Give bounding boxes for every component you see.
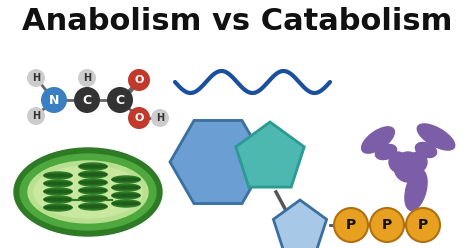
- Ellipse shape: [112, 194, 140, 197]
- Circle shape: [151, 109, 169, 127]
- Ellipse shape: [389, 152, 407, 172]
- Ellipse shape: [79, 195, 107, 202]
- Ellipse shape: [112, 192, 140, 199]
- Ellipse shape: [44, 204, 72, 211]
- Ellipse shape: [409, 152, 427, 172]
- Ellipse shape: [79, 205, 107, 208]
- Ellipse shape: [375, 144, 397, 159]
- Text: C: C: [116, 93, 125, 106]
- Text: H: H: [83, 73, 91, 83]
- Text: Anabolism vs Catabolism: Anabolism vs Catabolism: [22, 7, 452, 36]
- Ellipse shape: [79, 179, 107, 186]
- Ellipse shape: [112, 202, 140, 205]
- Polygon shape: [236, 122, 304, 187]
- Ellipse shape: [112, 186, 140, 189]
- Ellipse shape: [79, 173, 107, 176]
- Ellipse shape: [44, 190, 72, 193]
- Ellipse shape: [79, 203, 107, 210]
- Ellipse shape: [44, 180, 72, 187]
- Text: O: O: [134, 75, 144, 85]
- Polygon shape: [273, 200, 327, 248]
- Circle shape: [128, 69, 150, 91]
- Text: H: H: [32, 73, 40, 83]
- Ellipse shape: [79, 171, 107, 178]
- Text: P: P: [382, 218, 392, 232]
- Ellipse shape: [44, 206, 72, 209]
- Ellipse shape: [14, 148, 162, 236]
- Circle shape: [107, 87, 133, 113]
- Ellipse shape: [79, 197, 107, 200]
- Circle shape: [406, 208, 440, 242]
- Ellipse shape: [79, 165, 107, 168]
- Ellipse shape: [112, 184, 140, 191]
- Ellipse shape: [44, 188, 72, 195]
- Text: P: P: [346, 218, 356, 232]
- Ellipse shape: [44, 196, 72, 203]
- Ellipse shape: [112, 178, 140, 181]
- Circle shape: [27, 107, 45, 125]
- Ellipse shape: [362, 127, 394, 153]
- Ellipse shape: [44, 182, 72, 185]
- Circle shape: [78, 69, 96, 87]
- Text: H: H: [156, 113, 164, 123]
- Ellipse shape: [405, 170, 427, 211]
- Circle shape: [370, 208, 404, 242]
- Text: P: P: [418, 218, 428, 232]
- Ellipse shape: [20, 154, 156, 230]
- Ellipse shape: [34, 166, 142, 218]
- Polygon shape: [170, 121, 266, 204]
- Circle shape: [41, 87, 67, 113]
- Ellipse shape: [79, 181, 107, 184]
- Ellipse shape: [415, 142, 437, 157]
- Text: N: N: [49, 93, 59, 106]
- Text: O: O: [134, 113, 144, 123]
- Ellipse shape: [79, 187, 107, 194]
- Text: H: H: [32, 111, 40, 121]
- Text: C: C: [82, 93, 91, 106]
- Ellipse shape: [44, 174, 72, 177]
- Ellipse shape: [79, 163, 107, 170]
- Ellipse shape: [112, 176, 140, 183]
- Ellipse shape: [44, 172, 72, 179]
- Ellipse shape: [417, 124, 455, 150]
- Circle shape: [334, 208, 368, 242]
- Ellipse shape: [394, 152, 422, 182]
- Ellipse shape: [28, 161, 148, 223]
- Circle shape: [74, 87, 100, 113]
- Ellipse shape: [112, 200, 140, 207]
- Circle shape: [128, 107, 150, 129]
- Ellipse shape: [44, 198, 72, 201]
- Circle shape: [27, 69, 45, 87]
- Ellipse shape: [79, 189, 107, 192]
